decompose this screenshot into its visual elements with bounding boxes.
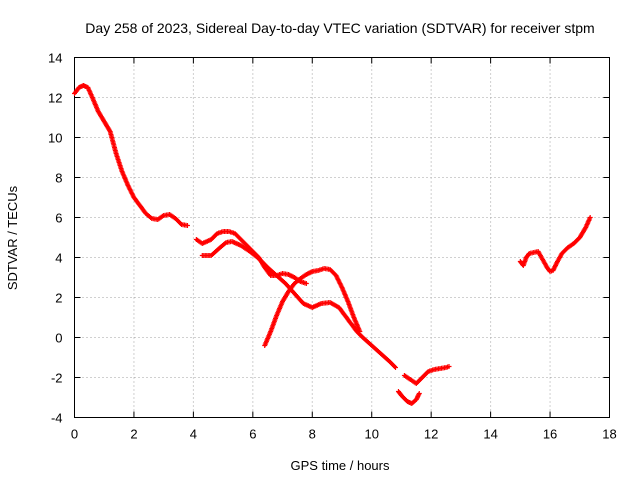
data-point (184, 223, 190, 228)
y-tick-label: 0 (55, 331, 62, 346)
x-tick-label: 6 (249, 427, 256, 442)
y-tick-label: 8 (55, 171, 62, 186)
y-tick-label: 6 (55, 211, 62, 226)
series-track-f (401, 364, 452, 386)
x-tick-label: 8 (309, 427, 316, 442)
y-tick-label: 10 (48, 131, 62, 146)
series-track-d (262, 266, 363, 348)
chart-title: Day 258 of 2023, Sidereal Day-to-day VTE… (85, 20, 594, 36)
data-point-fill (392, 364, 398, 369)
y-tick-label: -4 (51, 411, 63, 426)
y-tick-label: 2 (55, 291, 62, 306)
x-tick-label: 2 (130, 427, 137, 442)
grid-layer (74, 57, 610, 418)
ticks-layer: 0 2 4 6 8 10 12 14 16 18 -4 -2 0 2 4 6 8 10 12 14 (48, 51, 617, 442)
y-axis-label: SDTVAR / TECUs (5, 185, 20, 290)
y-tick-label: 12 (48, 91, 62, 106)
data-point (587, 215, 593, 220)
x-tick-label: 16 (543, 427, 557, 442)
x-tick-label: 4 (190, 427, 197, 442)
data-point (446, 364, 452, 369)
data-point (357, 329, 363, 334)
data-point (393, 365, 398, 370)
x-tick-label: 10 (364, 427, 378, 442)
x-tick-label: 12 (424, 427, 438, 442)
series-track-c (199, 239, 398, 370)
x-tick-label: 14 (483, 427, 497, 442)
series-track-a (72, 83, 190, 228)
series-track-e (395, 389, 422, 406)
x-tick-label: 0 (71, 427, 78, 442)
x-axis-label: GPS time / hours (291, 458, 390, 473)
plot-frame (74, 57, 610, 418)
y-tick-label: -2 (51, 371, 63, 386)
data-point (416, 391, 422, 396)
points-layer (72, 83, 593, 406)
data-point (303, 281, 309, 286)
x-tick-label: 18 (602, 427, 616, 442)
y-tick-label: 14 (48, 51, 62, 66)
series-track-g (517, 215, 593, 274)
y-tick-label: 4 (55, 251, 62, 266)
